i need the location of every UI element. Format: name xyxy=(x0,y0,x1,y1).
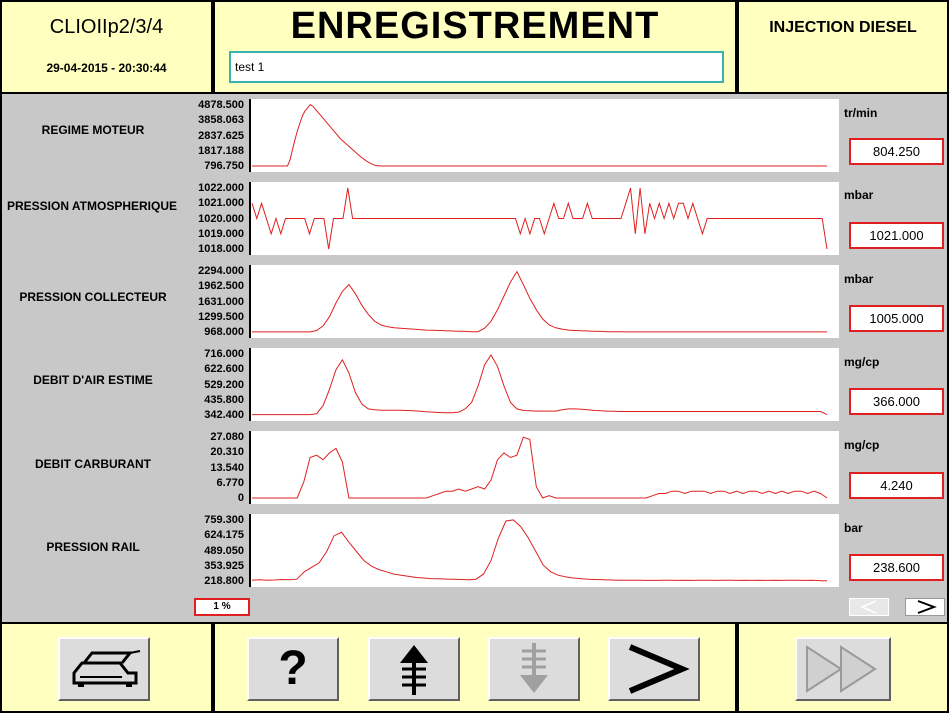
graph-plot-area xyxy=(250,514,839,587)
graph-plot-area xyxy=(250,99,839,172)
tick-label: 2294.000 xyxy=(198,265,244,277)
header-system-panel: INJECTION DIESEL xyxy=(737,0,949,94)
scroll-up-button[interactable] xyxy=(368,637,460,701)
tick-label: 759.300 xyxy=(204,514,244,526)
param-value: 804.250 xyxy=(849,138,944,165)
tick-label: 3858.063 xyxy=(198,114,244,127)
scroll-down-button[interactable] xyxy=(488,637,580,701)
next-button[interactable] xyxy=(608,637,700,701)
param-unit: mbar xyxy=(844,188,874,202)
series-line xyxy=(252,436,828,499)
tick-label: 622.600 xyxy=(204,363,244,376)
tick-label: 1299.500 xyxy=(198,310,244,323)
param-label-pression-rail: PRESSION RAIL xyxy=(46,540,140,554)
tick-label: 1817.188 xyxy=(198,144,244,157)
page-title: ENREGISTREMENT xyxy=(290,5,660,47)
arrow-up-lines-icon xyxy=(400,645,428,695)
tick-label: 6.770 xyxy=(216,476,244,489)
tick-label: 0 xyxy=(237,492,244,504)
series-line xyxy=(252,104,827,167)
param-label-regime-moteur: REGIME MOTEUR xyxy=(41,123,145,137)
param-unit: mg/cp xyxy=(844,355,880,369)
help-label: ? xyxy=(278,642,308,695)
param-unit: mbar xyxy=(844,272,874,286)
tick-label: 716.000 xyxy=(204,348,244,360)
tick-label: 2837.625 xyxy=(198,129,244,142)
recording-name-input[interactable] xyxy=(229,51,724,83)
tick-label: 1631.000 xyxy=(198,295,244,308)
param-label-debit-air: DEBIT D'AIR ESTIME xyxy=(33,373,153,387)
footer-toolbar: ? xyxy=(0,622,949,713)
tick-label: 1021.000 xyxy=(198,197,244,210)
system-name: INJECTION DIESEL xyxy=(769,19,917,36)
tick-label: 4878.500 xyxy=(198,99,244,111)
tick-label: 27.080 xyxy=(210,431,244,443)
param-unit: bar xyxy=(844,521,863,535)
series-line xyxy=(251,187,828,250)
graph-plot-area xyxy=(250,431,839,504)
scroll-right-button[interactable] xyxy=(905,598,945,616)
tick-label: 342.400 xyxy=(204,409,244,421)
tick-label: 968.000 xyxy=(204,326,244,338)
graph-plot-area xyxy=(250,348,839,421)
series-line xyxy=(251,519,828,582)
param-label-pression-collecteur: PRESSION COLLECTEUR xyxy=(19,290,167,304)
header-title-panel: ENREGISTREMENT xyxy=(213,0,737,94)
header-vehicle-panel: CLIOIIp2/3/4 29-04-2015 - 20:30:44 xyxy=(0,0,213,94)
arrow-down-lines-icon xyxy=(520,643,548,693)
series-line xyxy=(252,270,827,333)
chevron-right-icon xyxy=(628,644,690,694)
recording-datetime: 29-04-2015 - 20:30:44 xyxy=(46,61,167,75)
print-button[interactable] xyxy=(58,637,150,701)
tick-label: 1019.000 xyxy=(198,227,244,240)
tick-label: 20.310 xyxy=(210,446,244,459)
param-value: 4.240 xyxy=(849,472,944,499)
tick-label: 489.050 xyxy=(204,544,244,557)
chevron-left-icon xyxy=(860,600,877,614)
fast-forward-button[interactable] xyxy=(795,637,891,701)
param-unit: mg/cp xyxy=(844,438,880,452)
param-label-debit-carburant: DEBIT CARBURANT xyxy=(35,457,151,471)
footer-mid-panel: ? xyxy=(213,622,737,713)
tick-label: 13.540 xyxy=(210,461,244,474)
fast-forward-icon xyxy=(806,645,877,693)
footer-right-panel xyxy=(737,622,949,713)
vehicle-model: CLIOIIp2/3/4 xyxy=(49,16,164,38)
footer-left-panel xyxy=(0,622,213,713)
chevron-right-icon xyxy=(917,600,937,614)
param-value: 1005.000 xyxy=(849,305,944,332)
progress-percent: 1 % xyxy=(194,598,250,616)
tick-label: 1018.000 xyxy=(198,243,244,255)
printer-icon xyxy=(72,650,141,687)
param-value: 1021.000 xyxy=(849,222,944,249)
graphs-canvas xyxy=(249,99,839,587)
help-button[interactable]: ? xyxy=(247,637,339,701)
tick-label: 435.800 xyxy=(204,393,244,406)
tick-label: 796.750 xyxy=(204,160,244,172)
series-line xyxy=(252,354,828,416)
param-value: 238.600 xyxy=(849,554,944,581)
scroll-left-button[interactable] xyxy=(849,598,889,616)
tick-label: 1022.000 xyxy=(198,182,244,194)
tick-label: 624.175 xyxy=(204,529,244,542)
tick-label: 218.800 xyxy=(204,575,244,587)
graph-plot-area xyxy=(250,265,839,338)
param-unit: tr/min xyxy=(844,106,878,120)
tick-label: 529.200 xyxy=(204,378,244,391)
recording-graphs-area: REGIME MOTEUR PRESSION ATMOSPHERIQUE PRE… xyxy=(0,94,949,622)
tick-label: 1962.500 xyxy=(198,280,244,293)
tick-label: 1020.000 xyxy=(198,212,244,225)
param-value: 366.000 xyxy=(849,388,944,415)
tick-label: 353.925 xyxy=(204,559,244,572)
param-label-pression-atmospherique: PRESSION ATMOSPHERIQUE xyxy=(6,199,178,213)
